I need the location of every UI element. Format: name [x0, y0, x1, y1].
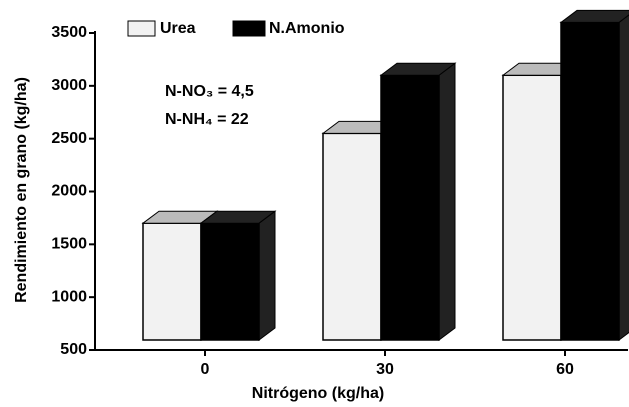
- y-tick-label: 1000: [51, 288, 87, 305]
- bar-top: [199, 210, 277, 224]
- y-tick-label: 2000: [51, 183, 87, 200]
- y-tick-label: 2500: [51, 130, 87, 147]
- bar: [502, 74, 562, 341]
- y-tick-label: 3500: [51, 24, 87, 41]
- bar-side: [258, 210, 276, 341]
- bar-side: [618, 14, 629, 341]
- legend-swatch: [127, 20, 156, 37]
- x-tick-label: 60: [556, 361, 574, 378]
- bar: [322, 132, 382, 341]
- x-axis-label: Nitrógeno (kg/ha): [252, 385, 384, 402]
- bar: [200, 222, 260, 341]
- annotation: N-NO₃ = 4,5: [165, 83, 254, 100]
- bar: [142, 222, 202, 341]
- bar-side: [438, 62, 456, 341]
- bar-top: [559, 9, 629, 23]
- y-tick-label: 3000: [51, 77, 87, 94]
- bar: [560, 21, 620, 341]
- legend-label: N.Amonio: [269, 20, 345, 37]
- annotation: N-NH₄ = 22: [165, 111, 249, 128]
- x-tick-label: 30: [376, 361, 394, 378]
- y-tick-label: 1500: [51, 236, 87, 253]
- legend-swatch: [232, 20, 266, 37]
- x-tick-label: 0: [201, 361, 210, 378]
- legend-label: Urea: [160, 20, 196, 37]
- bar-top: [379, 62, 457, 76]
- bar: [380, 74, 440, 341]
- y-tick-label: 500: [60, 341, 87, 358]
- y-axis-label: Rendimiento en grano (kg/ha): [13, 77, 30, 303]
